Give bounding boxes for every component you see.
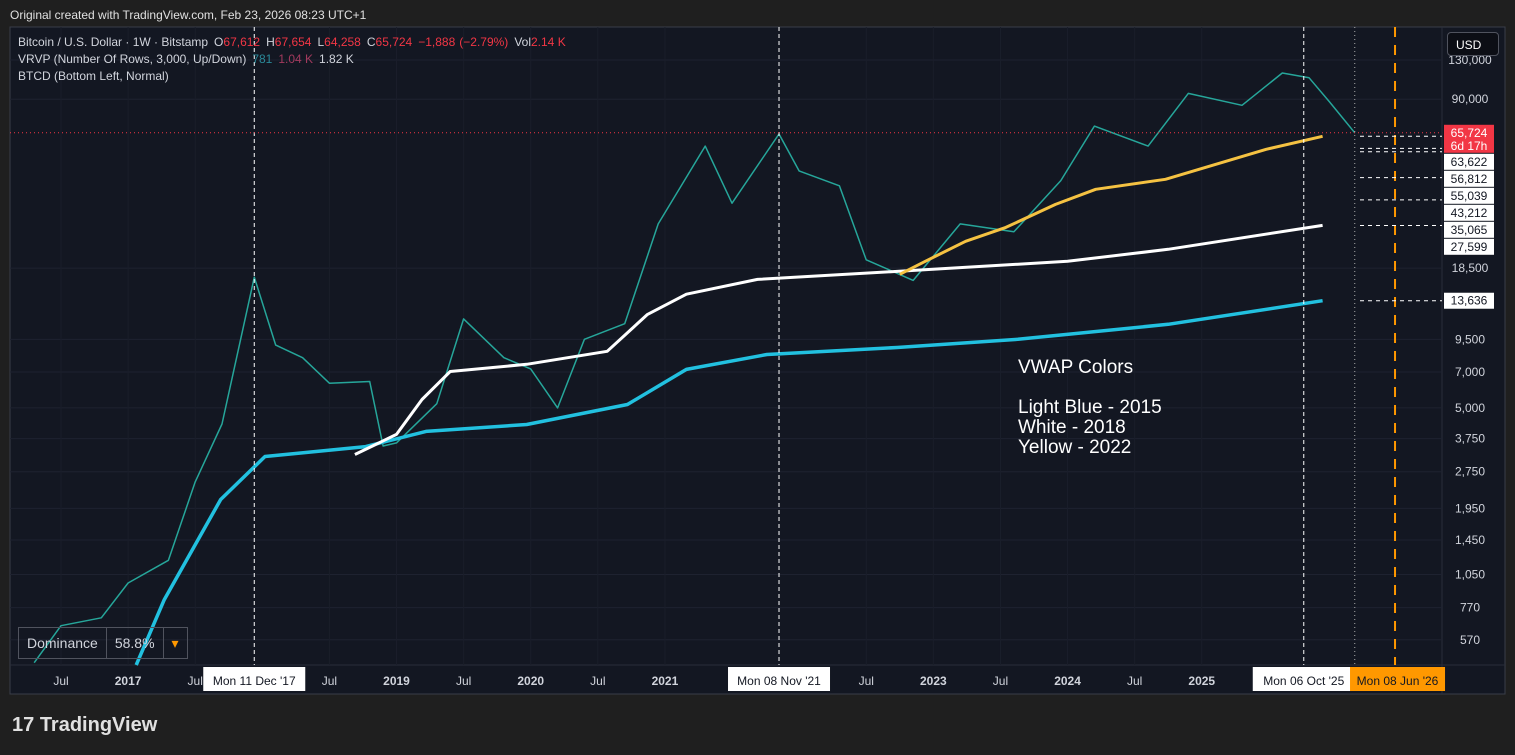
y-tick-label: 3,750	[1455, 432, 1485, 446]
chart-frame	[9, 26, 1506, 695]
btcd-line: BTCD (Bottom Left, Normal)	[18, 69, 169, 83]
y-tick-label: 9,500	[1455, 332, 1485, 346]
change: −1,888	[418, 35, 456, 49]
y-tick-label: 130,000	[1448, 53, 1492, 67]
marker-label: Mon 06 Oct '25	[1263, 674, 1344, 688]
price-label: 43,212	[1451, 206, 1488, 220]
vrvp-line: VRVP (Number Of Rows, 3,000, Up/Down) 781…	[18, 52, 360, 66]
y-tick-label: 770	[1460, 601, 1480, 615]
x-tick-label: Jul	[859, 674, 874, 688]
x-tick-label: Jul	[456, 674, 471, 688]
price-label-bg	[1444, 170, 1494, 187]
series-line	[33, 72, 1356, 664]
y-tick-label: 1,450	[1455, 533, 1485, 547]
price-label-bg	[1444, 187, 1494, 204]
vrvp-value: 1.82 K	[319, 52, 354, 66]
x-tick-label: Jul	[993, 674, 1008, 688]
price-label-bg	[1444, 124, 1494, 153]
quote-key: L	[317, 35, 325, 49]
x-tick-label: Jul	[188, 674, 203, 688]
vwap-legend: VWAP Colors Light Blue - 2015 White - 201…	[1018, 358, 1162, 458]
quote-key: H	[266, 35, 275, 49]
quote-line: Bitcoin / U.S. Dollar · 1W · Bitstamp O67…	[18, 35, 566, 49]
quote-value: 67,612	[223, 35, 261, 49]
dominance-icon[interactable]: ▾	[171, 635, 179, 651]
marker-label-bg	[203, 667, 306, 691]
symbol: Bitcoin / U.S. Dollar · 1W · Bitstamp	[18, 35, 209, 49]
price-label: 63,622	[1451, 155, 1488, 169]
price-label: 55,039	[1451, 189, 1488, 203]
x-tick-label: 2023	[920, 674, 947, 688]
legend-entry: White - 2018	[1018, 417, 1126, 438]
x-tick-label: 2024	[1054, 674, 1081, 688]
y-tick-label: 90,000	[1452, 92, 1489, 106]
vrvp-value: 1.04 K	[278, 52, 314, 66]
quote-value: 65,724	[375, 35, 413, 49]
y-tick-label: 1,950	[1455, 501, 1485, 515]
volume-value: 2.14 K	[531, 35, 566, 49]
quote-value: 67,654	[274, 35, 312, 49]
x-tick-label: Jul	[1127, 674, 1142, 688]
price-label: 65,724	[1451, 126, 1488, 140]
dominance-widget: Dominance 58.8% ▾	[18, 627, 188, 659]
series-line	[134, 298, 1323, 666]
y-tick-label: 570	[1460, 633, 1480, 647]
marker-label: Mon 08 Jun '26	[1357, 674, 1439, 688]
price-label-bg	[1444, 292, 1494, 309]
x-tick-label: 2021	[652, 674, 679, 688]
change-pct: (−2.79%)	[459, 35, 509, 49]
marker-label: Mon 11 Dec '17	[213, 674, 296, 688]
x-tick-label: 2017	[115, 674, 142, 688]
marker-label-bg	[1252, 667, 1355, 691]
y-tick-label: 5,000	[1455, 401, 1485, 415]
currency-button[interactable]: USD	[1447, 32, 1499, 56]
quote-key: C	[366, 35, 376, 49]
dominance-value: 58.8%	[107, 628, 164, 658]
price-label: 13,636	[1451, 294, 1488, 308]
x-tick-label: Jul	[53, 674, 68, 688]
x-tick-label: 2019	[383, 674, 410, 688]
x-tick-label: 2025	[1188, 674, 1215, 688]
annotation-title: VWAP Colors	[1018, 357, 1134, 378]
price-label-bg	[1444, 204, 1494, 221]
price-label: 35,065	[1451, 223, 1488, 237]
series-line	[354, 223, 1323, 456]
price-label: 56,812	[1451, 172, 1488, 186]
brand-mark: 17	[12, 714, 40, 736]
x-tick-label: Jul	[590, 674, 605, 688]
brand-text: TradingView	[39, 714, 158, 736]
price-label-bg	[1444, 238, 1494, 255]
y-tick-label: 18,500	[1452, 261, 1489, 275]
marker-label-bg	[1350, 667, 1446, 691]
price-label-bg	[1444, 221, 1494, 238]
y-tick-label: 1,050	[1455, 568, 1485, 582]
vrvp-name: VRVP (Number Of Rows, 3,000, Up/Down)	[18, 52, 247, 66]
marker-label: Mon 08 Nov '21	[737, 674, 821, 688]
price-label: 27,599	[1451, 240, 1488, 254]
y-tick-label: 7,000	[1455, 365, 1485, 379]
x-tick-label: Jul	[322, 674, 337, 688]
countdown-label: 6d 17h	[1451, 139, 1488, 153]
quote-value: 64,258	[324, 35, 361, 49]
source-note: Original created with TradingView.com, F…	[10, 8, 367, 22]
legend-entry: Yellow - 2022	[1018, 437, 1132, 458]
dominance-label: Dominance	[19, 628, 107, 658]
y-tick-label: 2,750	[1455, 465, 1485, 479]
volume-key: Vol	[514, 35, 531, 49]
legend-entry: Light Blue - 2015	[1018, 397, 1162, 418]
price-label-bg	[1444, 153, 1494, 170]
marker-label-bg	[728, 667, 831, 691]
brand: 17 TradingView	[12, 714, 157, 737]
quote-key: O	[214, 35, 224, 49]
vrvp-value: 781	[252, 52, 273, 66]
series-line	[899, 134, 1323, 276]
x-tick-label: 2020	[517, 674, 544, 688]
